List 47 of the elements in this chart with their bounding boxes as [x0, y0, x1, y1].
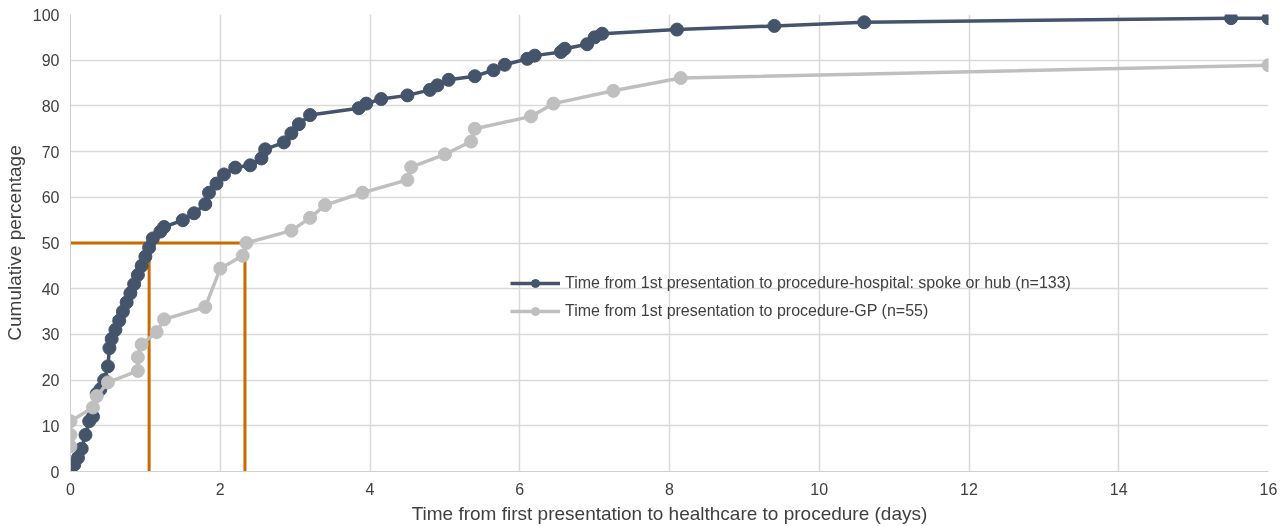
- point: [235, 248, 250, 263]
- point: [437, 147, 452, 162]
- point: [284, 223, 299, 238]
- y-tick-label: 80: [41, 97, 60, 115]
- point: [523, 109, 538, 124]
- point: [134, 337, 149, 352]
- point: [318, 198, 333, 213]
- point: [85, 400, 100, 415]
- point: [213, 261, 228, 276]
- y-tick-label: 50: [41, 235, 60, 252]
- point: [464, 134, 479, 149]
- point: [606, 83, 621, 98]
- point: [404, 160, 419, 175]
- y-tick-label: 70: [41, 143, 60, 161]
- y-tick-label: 30: [41, 326, 60, 344]
- y-tick-label: 0: [50, 463, 60, 481]
- point: [239, 236, 254, 250]
- x-tick-label: 8: [665, 480, 675, 498]
- x-tick-label: 2: [215, 480, 225, 498]
- y-tick-label: 10: [41, 417, 60, 435]
- x-tick-label: 10: [810, 480, 829, 498]
- y-tick-label: 40: [41, 280, 60, 298]
- point: [149, 325, 164, 340]
- x-tick-label: 4: [365, 480, 375, 498]
- y-tick-label: 60: [41, 189, 60, 207]
- x-tick-label: 14: [1109, 480, 1128, 498]
- x-axis-title: Time from first presentation to healthcare to procedure (days): [411, 502, 928, 524]
- point: [673, 71, 688, 86]
- point: [355, 185, 370, 200]
- x-tick-label: 16: [1259, 480, 1278, 498]
- point: [400, 172, 415, 187]
- x-tick-label: 6: [515, 480, 525, 498]
- point: [467, 121, 482, 136]
- point: [303, 210, 318, 225]
- y-tick-label: 90: [41, 52, 60, 70]
- point: [546, 96, 561, 111]
- x-tick-label: 0: [66, 480, 76, 498]
- legend-label: Time from 1st presentation to procedure-hospital: spoke or hub (n=133): [565, 274, 1071, 292]
- y-tick-label: 20: [41, 372, 60, 390]
- point: [198, 299, 213, 314]
- point: [157, 312, 172, 327]
- point: [130, 363, 145, 378]
- point: [130, 350, 145, 365]
- y-axis-title: Cumulative percentage: [3, 145, 25, 341]
- legend-label: Time from 1st presentation to procedure-GP (n=55): [565, 302, 929, 320]
- x-tick-label: 12: [960, 480, 978, 498]
- y-tick-label: 100: [32, 6, 60, 24]
